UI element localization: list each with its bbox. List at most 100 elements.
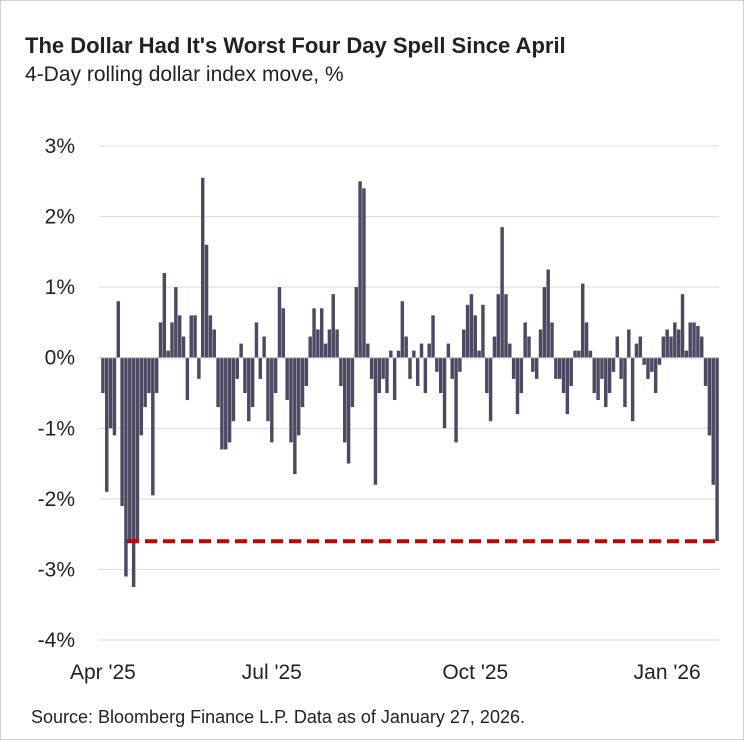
bar <box>224 357 228 450</box>
bar <box>707 357 712 436</box>
bar <box>600 357 604 379</box>
bar <box>389 350 393 358</box>
bar <box>212 329 216 358</box>
bar <box>385 357 389 393</box>
bar <box>465 304 470 358</box>
y-tick-label: 0% <box>45 347 75 370</box>
bar <box>189 315 193 358</box>
bar <box>531 357 535 372</box>
bar <box>473 315 477 358</box>
bar <box>515 357 520 415</box>
bar <box>396 350 401 358</box>
bar <box>308 336 312 358</box>
bar <box>354 287 358 358</box>
x-tick-label: Oct '25 <box>442 661 508 684</box>
bar <box>634 343 639 358</box>
bar <box>573 350 577 358</box>
bar <box>331 294 335 358</box>
bar <box>181 336 186 358</box>
bar <box>519 357 524 393</box>
bar <box>120 357 124 506</box>
bar <box>216 357 220 408</box>
bar <box>262 336 266 358</box>
bar <box>607 357 612 393</box>
bar <box>151 357 155 496</box>
bar <box>124 357 128 577</box>
bar <box>500 227 504 358</box>
bar <box>577 350 581 358</box>
bar <box>630 357 635 422</box>
bar <box>546 269 550 358</box>
bar <box>377 357 382 393</box>
bar <box>454 357 458 443</box>
bar <box>581 283 585 358</box>
bar <box>496 294 501 358</box>
bar <box>139 357 144 436</box>
bar <box>293 357 297 475</box>
bar <box>266 357 270 422</box>
bar <box>676 329 681 358</box>
bar <box>116 301 121 358</box>
bar <box>561 357 566 393</box>
y-tick-label: -2% <box>38 488 75 511</box>
bar <box>523 322 527 358</box>
bar <box>538 329 543 358</box>
bar <box>392 357 397 401</box>
source-note: Source: Bloomberg Finance L.P. Data as o… <box>31 707 525 727</box>
bar <box>492 336 497 358</box>
bar <box>446 343 451 358</box>
bar <box>646 357 650 379</box>
bar <box>101 357 105 393</box>
bar <box>270 357 274 443</box>
bar <box>239 343 243 358</box>
bar <box>319 308 324 358</box>
bar <box>477 350 481 358</box>
bar <box>653 357 658 393</box>
bar <box>642 357 646 365</box>
y-tick-label: -3% <box>38 558 75 581</box>
bar <box>147 357 151 393</box>
bar <box>504 294 508 358</box>
bar <box>366 343 370 358</box>
bar <box>584 322 589 358</box>
bar <box>485 357 489 393</box>
bar <box>684 350 689 358</box>
bar <box>358 181 362 358</box>
bar <box>438 357 443 393</box>
bar <box>462 329 466 358</box>
bar <box>108 357 113 429</box>
bar <box>673 322 677 358</box>
bar <box>174 287 178 358</box>
bar <box>435 357 439 372</box>
bar <box>243 357 247 393</box>
bar <box>661 336 666 358</box>
bar <box>289 357 293 443</box>
bar <box>105 357 109 492</box>
bar <box>527 336 531 358</box>
bar <box>542 287 547 358</box>
bar <box>511 357 516 379</box>
bar <box>615 336 620 358</box>
bar <box>304 357 309 386</box>
bar <box>408 357 412 379</box>
bar <box>680 294 685 358</box>
bar <box>569 357 573 386</box>
bar <box>412 350 416 358</box>
bar <box>200 177 205 358</box>
bar <box>623 357 627 408</box>
bar <box>657 357 662 365</box>
chart-subtitle: 4-Day rolling dollar index move, % <box>25 63 344 86</box>
bar <box>327 329 332 358</box>
bar <box>177 315 182 358</box>
bar <box>550 322 554 358</box>
y-tick-label: -4% <box>38 629 75 652</box>
bar <box>404 336 408 358</box>
bar <box>373 357 378 485</box>
bar <box>158 322 163 358</box>
bar <box>128 357 132 542</box>
bar <box>166 350 170 358</box>
bar <box>343 357 347 443</box>
bar <box>208 315 213 358</box>
